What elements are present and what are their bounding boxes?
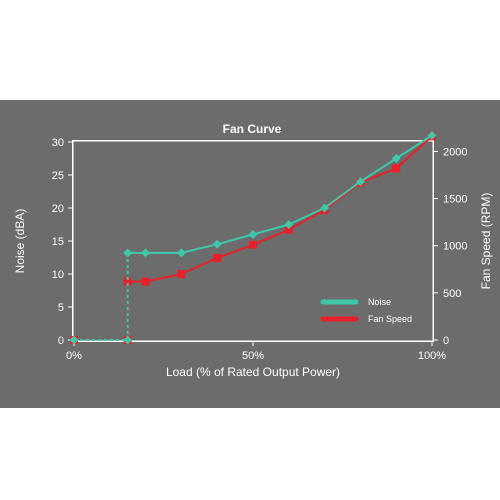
chart-panel: Fan Curve 0 5 10 15 20 25 30 0 500 1000 1500 2000 …: [0, 100, 500, 408]
noise-point: [176, 248, 186, 258]
noise-point: [212, 239, 222, 249]
x-axis-title: Load (% of Rated Output Power): [166, 365, 340, 379]
noise-segment: [359, 157, 397, 183]
noise-point: [141, 248, 151, 258]
fan-speed-segment: [360, 167, 397, 184]
noise-point: [248, 229, 258, 239]
fan-speed-segment: [216, 243, 254, 259]
fan-speed-point: [123, 277, 132, 286]
fan-speed-point: [284, 225, 293, 234]
fan-speed-segment: [288, 209, 326, 231]
noise-point: [284, 220, 294, 229]
legend: Noise Fan Speed: [320, 297, 412, 324]
left-tick-label: 10: [52, 269, 64, 281]
noise-point: [320, 203, 330, 213]
right-tick-label: 1500: [443, 194, 467, 206]
noise-point: [123, 335, 133, 345]
left-axis-ticks: 0 5 10 15 20 25 30: [52, 137, 73, 347]
right-tick-label: 1000: [443, 241, 467, 253]
y-axis-title: Noise (dBA): [13, 209, 27, 274]
x-axis-ticks: 0% 50% 100%: [66, 341, 446, 362]
left-tick-label: 30: [52, 137, 64, 149]
fan-speed-segment: [395, 135, 433, 170]
left-tick-label: 15: [52, 236, 64, 248]
fan-speed-point: [392, 164, 401, 173]
legend-label-noise: Noise: [368, 297, 391, 307]
x-tick-label: 100%: [418, 350, 446, 362]
left-tick-label: 5: [58, 302, 64, 314]
left-tick-label: 0: [58, 335, 64, 347]
right-tick-label: 500: [443, 288, 461, 300]
x-tick-label: 0%: [66, 350, 82, 362]
fan-speed-point: [213, 253, 222, 262]
y2-axis-title: Fan Speed (RPM): [479, 193, 493, 290]
noise-point: [427, 130, 437, 140]
fan-speed-point: [177, 270, 186, 278]
left-tick-label: 25: [52, 170, 64, 182]
left-tick-label: 20: [52, 203, 64, 215]
fan-speed-point: [249, 240, 257, 249]
noise-segment: [181, 243, 218, 254]
right-tick-label: 2000: [443, 146, 467, 158]
noise-point: [391, 154, 401, 163]
chart-title: Fan Curve: [223, 122, 282, 136]
noise-point: [355, 177, 365, 187]
series-layer: [69, 130, 437, 345]
noise-point: [123, 248, 133, 258]
noise-segment: [395, 134, 433, 160]
right-axis-ticks: 0 500 1000 1500 2000: [433, 146, 467, 347]
fan-speed-segment: [145, 273, 182, 283]
noise-point: [69, 335, 79, 345]
fan-speed-segment: [252, 228, 290, 246]
noise-segment: [324, 180, 361, 209]
right-tick-label: 0: [443, 335, 449, 347]
fan-speed-point: [141, 277, 150, 286]
noise-segment: [288, 207, 326, 226]
noise-segment: [216, 233, 254, 246]
fan-speed-segment: [180, 257, 218, 275]
x-tick-label: 50%: [242, 350, 264, 362]
legend-label-fan-speed: Fan Speed: [368, 314, 412, 324]
noise-segment: [252, 223, 290, 236]
